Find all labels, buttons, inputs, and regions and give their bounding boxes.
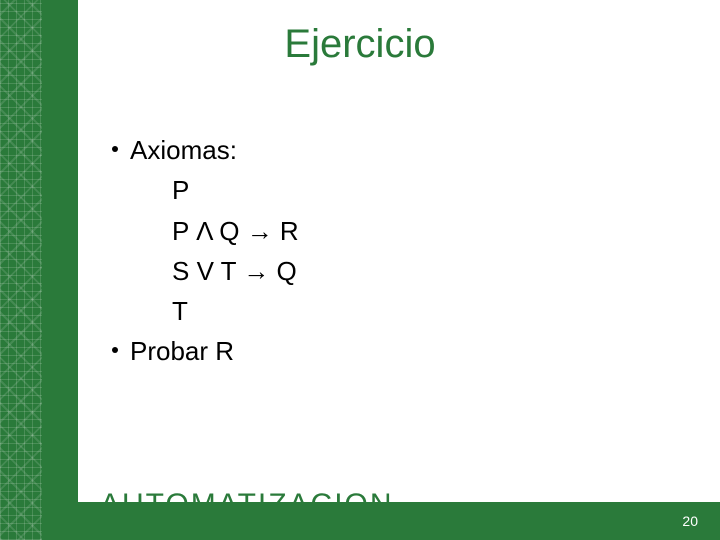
footer-bar: 20 xyxy=(78,502,720,540)
axiom-line-2: P Λ Q → R xyxy=(172,211,299,251)
slide-title: Ejercicio xyxy=(0,22,720,67)
axiom-line-1: P xyxy=(172,170,299,210)
bullet-axiomas: Axiomas: xyxy=(112,130,299,170)
sidebar-pattern xyxy=(0,0,42,540)
bullet-dot-icon xyxy=(112,146,118,152)
bullet-dot-icon xyxy=(112,347,118,353)
axiom-line-4: T xyxy=(172,291,299,331)
sidebar-solid xyxy=(42,0,78,540)
bullet-probar: Probar R xyxy=(112,331,299,371)
axiomas-label: Axiomas: xyxy=(130,130,237,170)
page-number: 20 xyxy=(682,513,698,529)
probar-label: Probar R xyxy=(130,331,234,371)
axiom-lines: P P Λ Q → R S V T → Q T xyxy=(112,170,299,331)
axiom-line-3: S V T → Q xyxy=(172,251,299,291)
slide-content: Axiomas: P P Λ Q → R S V T → Q T Probar … xyxy=(112,130,299,372)
sidebar-decoration xyxy=(0,0,78,540)
